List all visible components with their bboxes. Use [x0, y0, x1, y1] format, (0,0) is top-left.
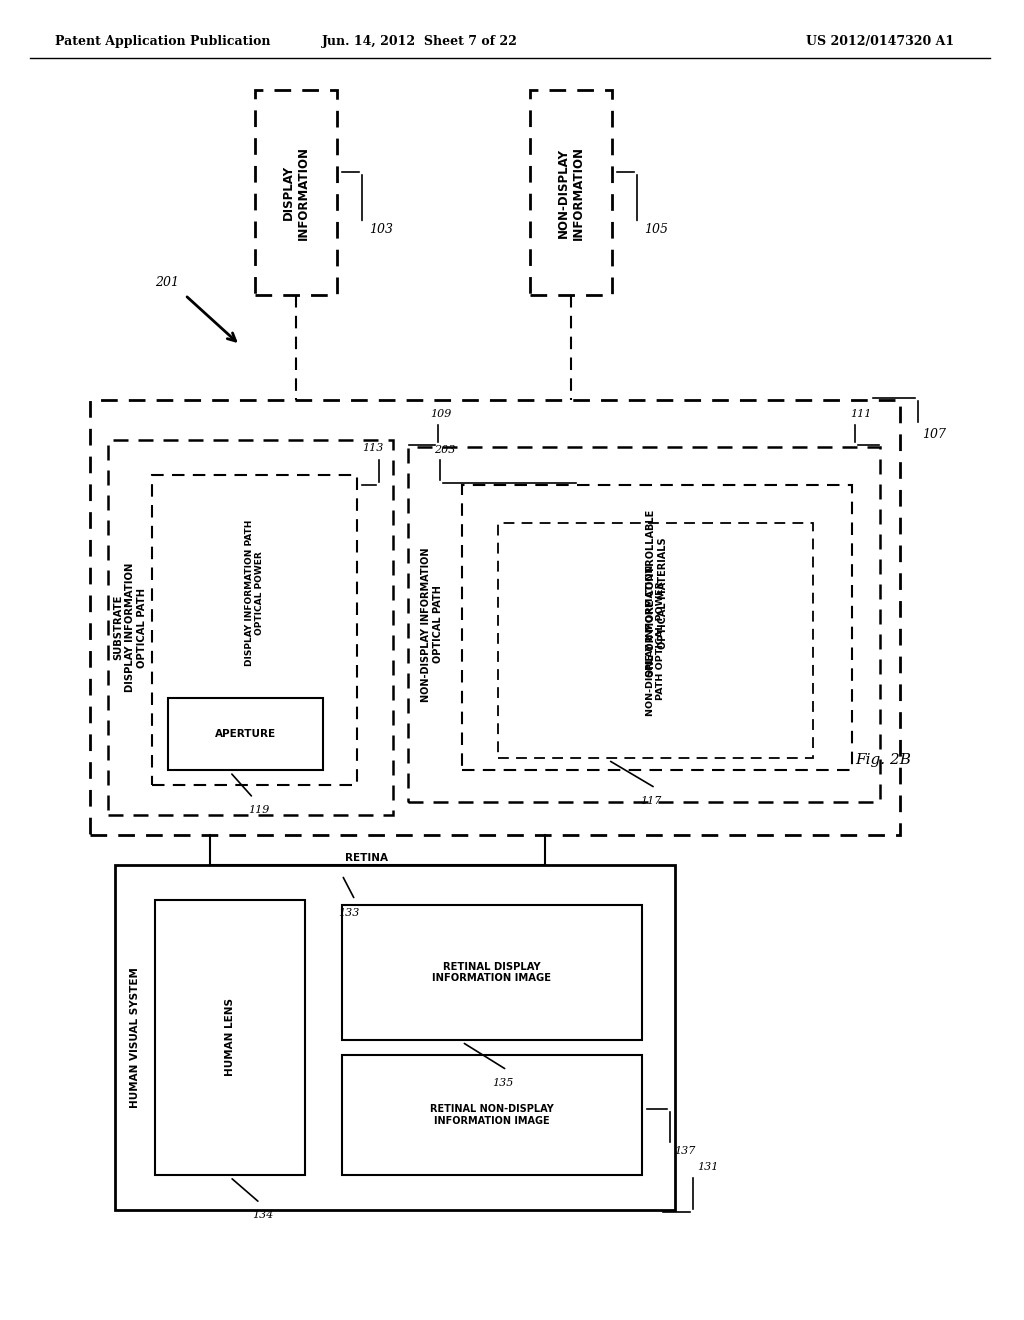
- Text: Jun. 14, 2012  Sheet 7 of 22: Jun. 14, 2012 Sheet 7 of 22: [323, 36, 518, 48]
- Text: 134: 134: [253, 1210, 273, 1220]
- Text: RETINAL DISPLAY
INFORMATION IMAGE: RETINAL DISPLAY INFORMATION IMAGE: [432, 962, 552, 983]
- Text: 133: 133: [338, 908, 359, 917]
- Text: 203: 203: [434, 445, 456, 455]
- Text: 201: 201: [155, 276, 179, 289]
- Text: 113: 113: [362, 444, 383, 453]
- Text: 119: 119: [249, 805, 270, 814]
- Text: NON-DISPLAY
INFORMATION: NON-DISPLAY INFORMATION: [557, 145, 585, 239]
- Text: RETINA: RETINA: [345, 853, 388, 863]
- Text: 137: 137: [674, 1146, 695, 1156]
- Text: SUBSTRATE
DISPLAY INFORMATION
OPTICAL PATH: SUBSTRATE DISPLAY INFORMATION OPTICAL PA…: [114, 562, 146, 692]
- Text: 107: 107: [922, 428, 946, 441]
- Text: APERTURE: APERTURE: [215, 729, 276, 739]
- Text: DISPLAY INFORMATION PATH
OPTICAL POWER: DISPLAY INFORMATION PATH OPTICAL POWER: [245, 520, 264, 667]
- Text: NON-DISPLAY INFORMATION
OPTICAL PATH: NON-DISPLAY INFORMATION OPTICAL PATH: [421, 548, 442, 702]
- Text: 117: 117: [640, 796, 662, 807]
- Text: HUMAN LENS: HUMAN LENS: [225, 998, 234, 1077]
- Text: US 2012/0147320 A1: US 2012/0147320 A1: [806, 36, 954, 48]
- Text: 109: 109: [430, 409, 452, 418]
- Text: 103: 103: [369, 223, 393, 236]
- Text: RETINAL NON-DISPLAY
INFORMATION IMAGE: RETINAL NON-DISPLAY INFORMATION IMAGE: [430, 1105, 554, 1126]
- Text: Patent Application Publication: Patent Application Publication: [55, 36, 270, 48]
- Text: 135: 135: [492, 1078, 513, 1088]
- Text: 111: 111: [850, 409, 871, 418]
- Text: Fig. 2B: Fig. 2B: [855, 752, 911, 767]
- Text: 105: 105: [644, 223, 668, 236]
- Text: 131: 131: [697, 1162, 719, 1172]
- Text: ONE OR MORE CONTROLLABLE
OPTICAL MATERIALS: ONE OR MORE CONTROLLABLE OPTICAL MATERIA…: [646, 510, 668, 677]
- Text: HUMAN VISUAL SYSTEM: HUMAN VISUAL SYSTEM: [130, 968, 140, 1107]
- Text: NON-DISPLAY INFORMATION
PATH OPTICAL POWER: NON-DISPLAY INFORMATION PATH OPTICAL POW…: [646, 565, 666, 717]
- Text: DISPLAY
INFORMATION: DISPLAY INFORMATION: [282, 145, 310, 239]
